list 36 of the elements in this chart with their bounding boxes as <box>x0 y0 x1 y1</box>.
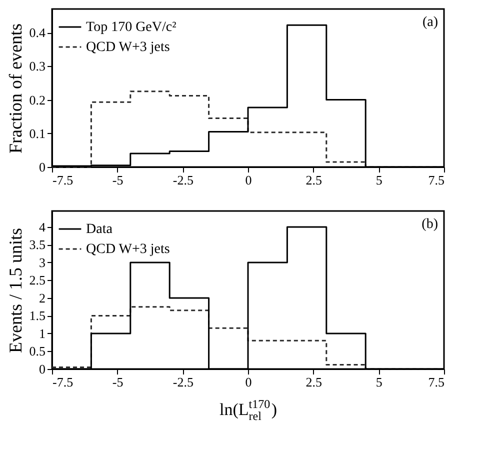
y-tick-label: 0.3 <box>29 58 46 74</box>
y-axis-title: Events / 1.5 units <box>5 228 26 353</box>
legend-label: QCD W+3 jets <box>86 242 170 257</box>
x-tick-label: -7.5 <box>52 172 74 188</box>
x-tick-label: -7.5 <box>52 374 74 390</box>
y-tick-label: 2.5 <box>29 272 46 288</box>
y-axis-title: Fraction of events <box>5 24 26 154</box>
y-tick-label: 0.4 <box>29 25 46 40</box>
y-tick-label: 4 <box>39 219 46 234</box>
x-tick-label: 0 <box>245 374 252 390</box>
y-tick-label: 0 <box>39 160 46 174</box>
x-tick-label: -5 <box>112 374 124 390</box>
legend-label: QCD W+3 jets <box>86 40 170 55</box>
y-tick-label: 0.5 <box>29 344 46 359</box>
annotation: (b) <box>422 217 438 232</box>
y-tick-label: 3 <box>39 254 46 270</box>
x-tick-label: -2.5 <box>172 374 194 390</box>
y-tick-label: 0.2 <box>29 92 46 108</box>
y-tick-label: 3.5 <box>29 237 46 252</box>
y-tick-label: 1.5 <box>29 308 46 324</box>
legend-label: Top 170 GeV/c² <box>86 20 176 35</box>
x-tick-label: 2.5 <box>306 172 322 188</box>
x-tick-label: 0 <box>245 172 252 188</box>
y-tick-label: 0.1 <box>29 126 46 141</box>
x-tick-label: 2.5 <box>306 374 322 390</box>
x-tick-label: 7.5 <box>428 374 444 390</box>
x-tick-label: -5 <box>112 172 124 188</box>
x-tick-label: 5 <box>376 374 382 390</box>
y-tick-label: 0 <box>39 362 46 376</box>
legend-label: Data <box>86 222 114 237</box>
x-tick-label: 7.5 <box>428 172 444 188</box>
x-tick-label: -2.5 <box>172 172 194 188</box>
annotation: (a) <box>422 15 438 30</box>
x-tick-label: 5 <box>376 172 382 188</box>
y-tick-label: 2 <box>39 290 46 306</box>
y-tick-label: 1 <box>39 326 46 341</box>
